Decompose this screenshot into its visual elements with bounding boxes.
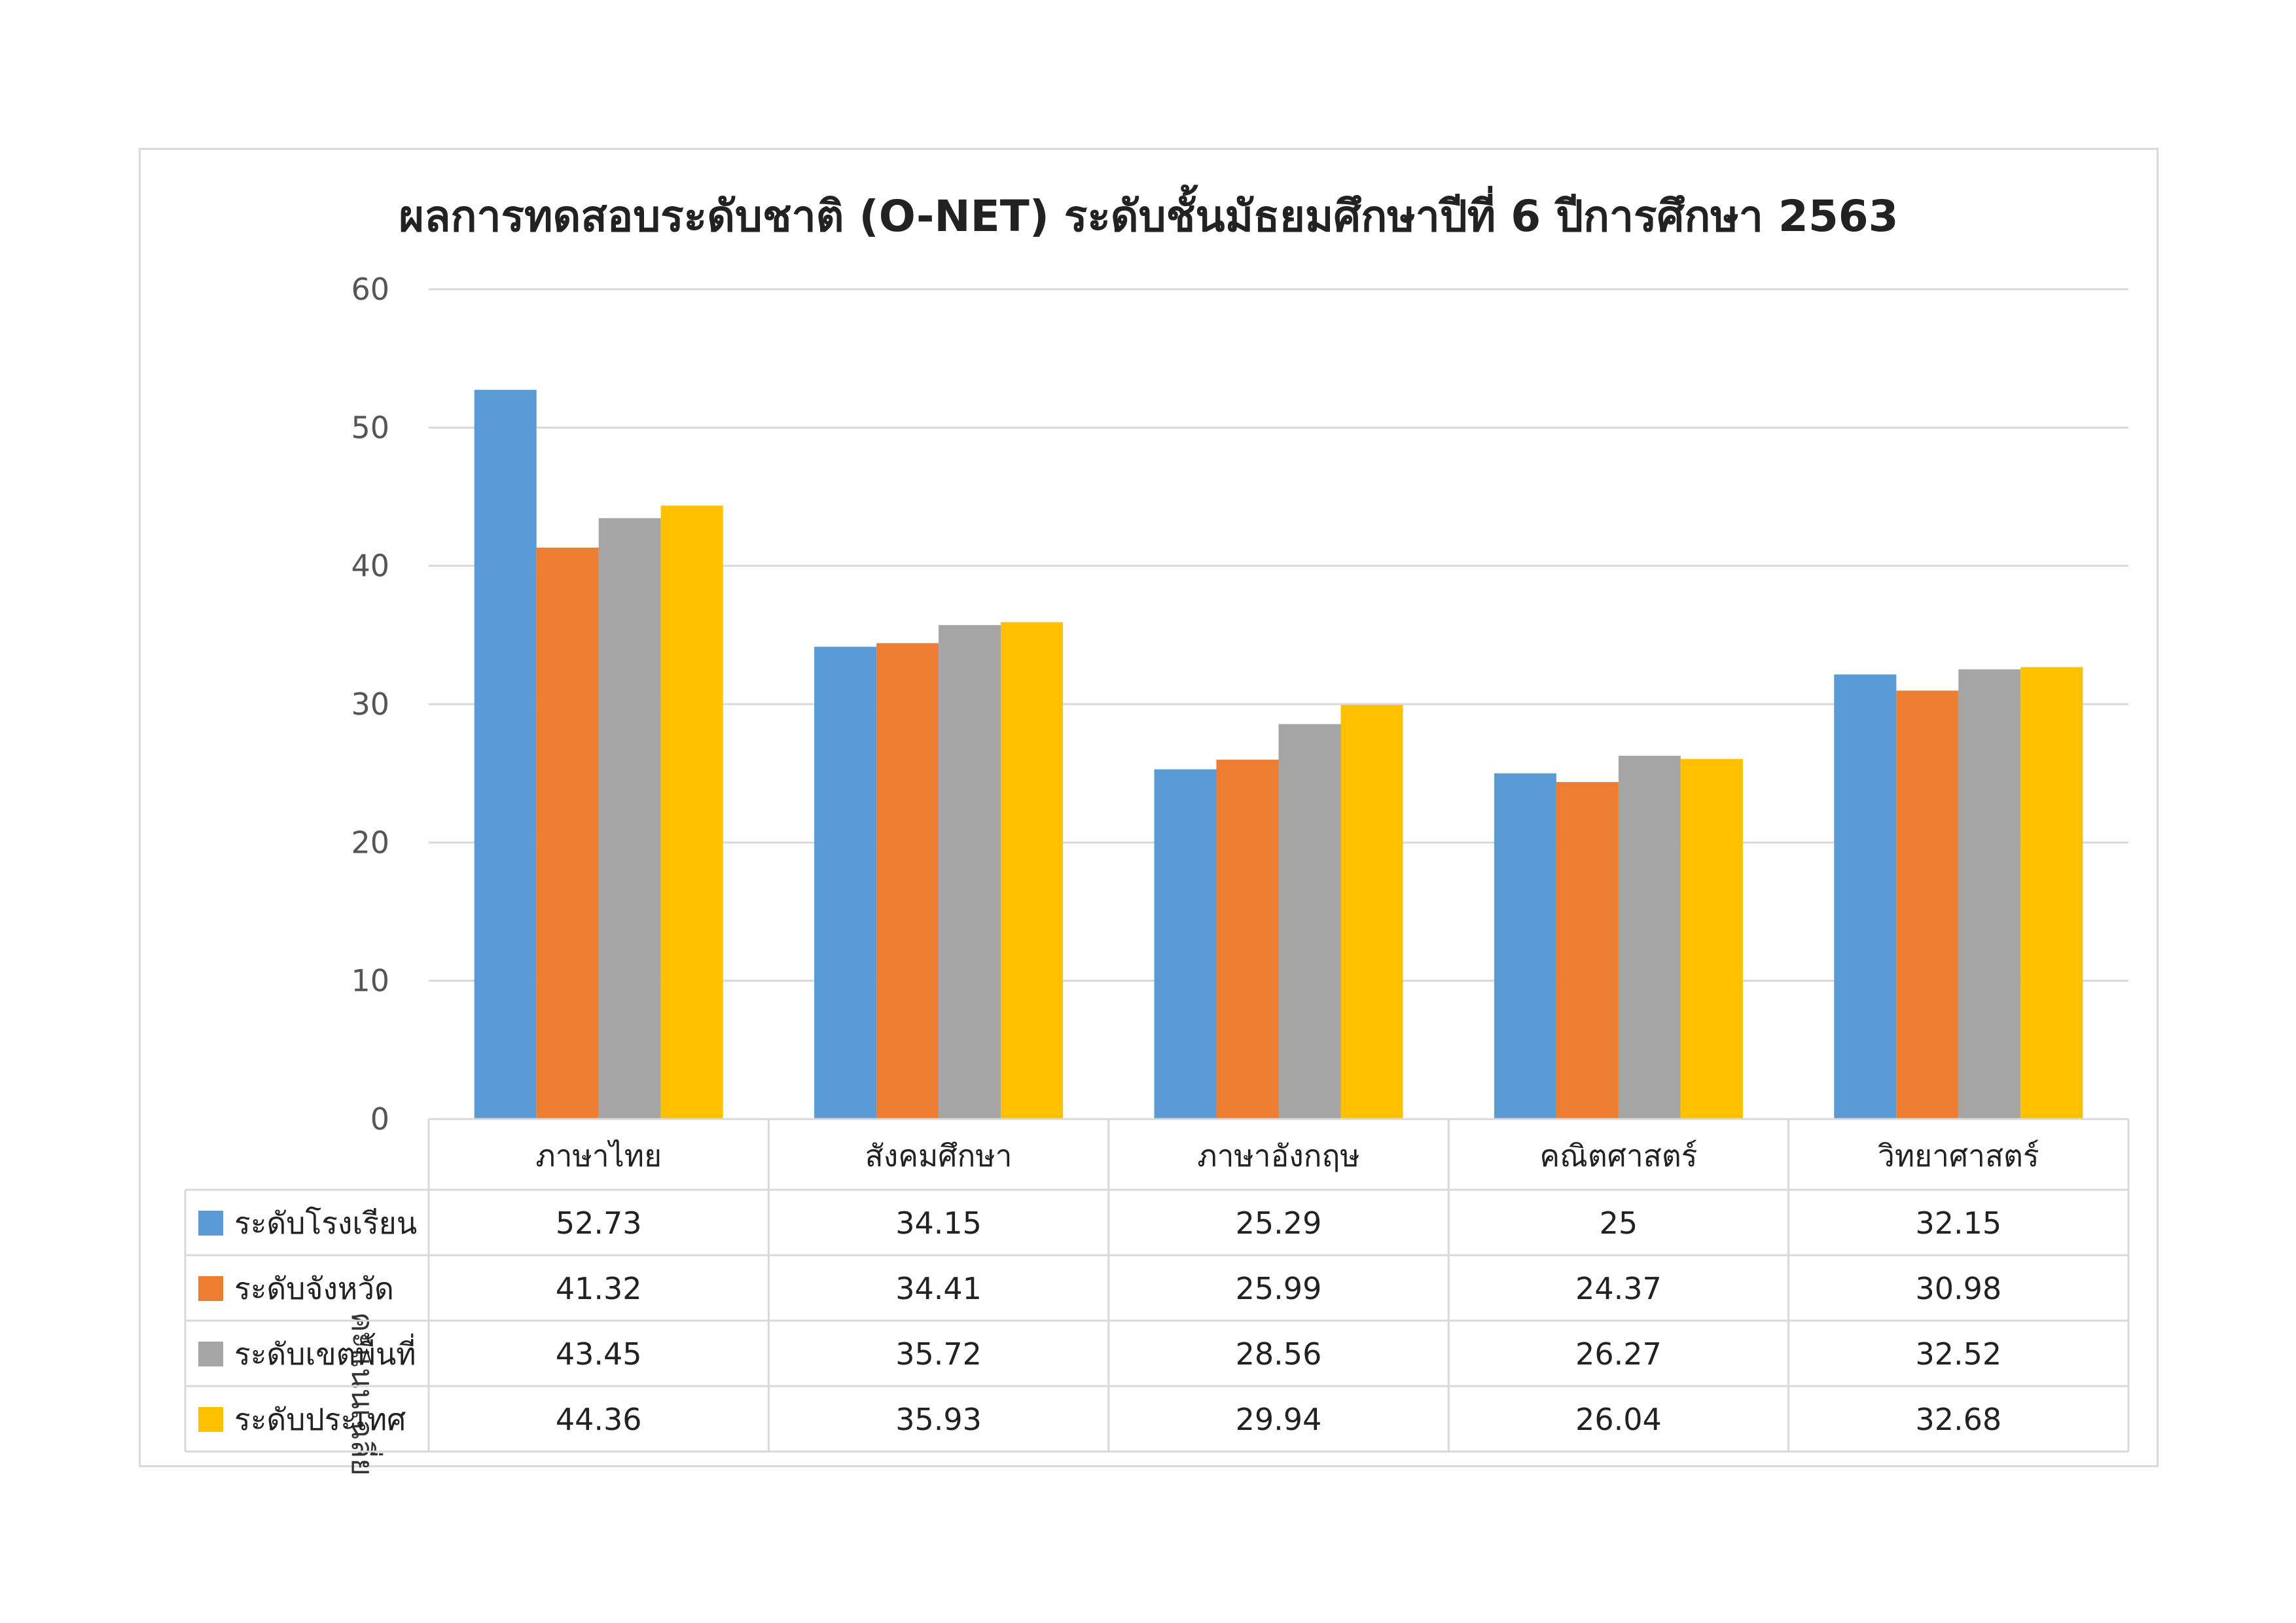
y-tick-label: 0 (370, 1101, 389, 1137)
data-cell: 32.15 (1915, 1205, 2001, 1241)
chart-title: ผลการทดสอบระดับชาติ (O-NET) ระดับชั้นมัธ… (399, 191, 1899, 241)
y-tick-label: 10 (351, 963, 389, 999)
data-cell: 32.68 (1915, 1402, 2001, 1437)
y-tick-label: 20 (351, 825, 389, 860)
bar (1680, 758, 1743, 1119)
category-label: สังคมศึกษา (865, 1138, 1013, 1173)
data-cell: 43.45 (556, 1336, 642, 1372)
data-cell: 35.72 (895, 1336, 982, 1372)
bar (1278, 724, 1341, 1119)
series-name: ระดับโรงเรียน (234, 1205, 417, 1241)
bar (660, 505, 723, 1119)
bar (1494, 773, 1556, 1119)
data-cell: 28.56 (1236, 1336, 1322, 1372)
data-cell: 29.94 (1236, 1402, 1322, 1437)
data-cell: 35.93 (895, 1402, 982, 1437)
data-cell: 26.27 (1575, 1336, 1662, 1372)
series-name: ระดับเขตพื้นที่ (234, 1332, 416, 1372)
data-cell: 41.32 (556, 1271, 642, 1306)
y-tick-label: 40 (351, 548, 389, 584)
series-name: ระดับจังหวัด (234, 1271, 394, 1306)
bar (1001, 622, 1064, 1119)
data-cell: 24.37 (1575, 1271, 1662, 1306)
bar (1340, 705, 1403, 1119)
legend-swatch (198, 1407, 223, 1432)
y-tick-label: 30 (351, 687, 389, 722)
bar (598, 518, 661, 1119)
bar (2020, 667, 2083, 1119)
data-cell: 25 (1600, 1205, 1638, 1241)
y-tick-label: 60 (351, 272, 389, 307)
data-cell: 52.73 (556, 1205, 642, 1241)
category-label: วิทยาศาสตร์ (1878, 1138, 2039, 1173)
data-cell: 34.15 (895, 1205, 982, 1241)
category-label: ภาษาไทย (535, 1138, 662, 1173)
bar (474, 389, 537, 1119)
data-cell: 25.99 (1236, 1271, 1322, 1306)
data-cell: 30.98 (1915, 1271, 2001, 1306)
data-cell: 32.52 (1915, 1336, 2001, 1372)
bar (1154, 769, 1217, 1119)
series-name: ระดับประเทศ (234, 1402, 406, 1437)
bar (536, 547, 599, 1119)
bar (876, 643, 939, 1119)
legend-swatch (198, 1211, 223, 1236)
data-cell: 25.29 (1236, 1205, 1322, 1241)
bar (1958, 669, 2021, 1119)
bar (1618, 755, 1681, 1119)
data-cell: 26.04 (1575, 1402, 1662, 1437)
bar (814, 647, 877, 1119)
bar (1556, 781, 1619, 1119)
category-label: คณิตศาสตร์ (1539, 1138, 1697, 1173)
legend-swatch (198, 1342, 223, 1366)
data-cell: 34.41 (895, 1271, 982, 1306)
bar (1216, 759, 1279, 1119)
category-label: ภาษาอังกฤษ (1197, 1138, 1359, 1173)
legend-swatch (198, 1276, 223, 1301)
bar (939, 625, 1001, 1119)
bar (1896, 690, 1959, 1119)
data-cell: 44.36 (556, 1402, 642, 1437)
y-tick-label: 50 (351, 410, 389, 445)
bar (1834, 674, 1897, 1119)
